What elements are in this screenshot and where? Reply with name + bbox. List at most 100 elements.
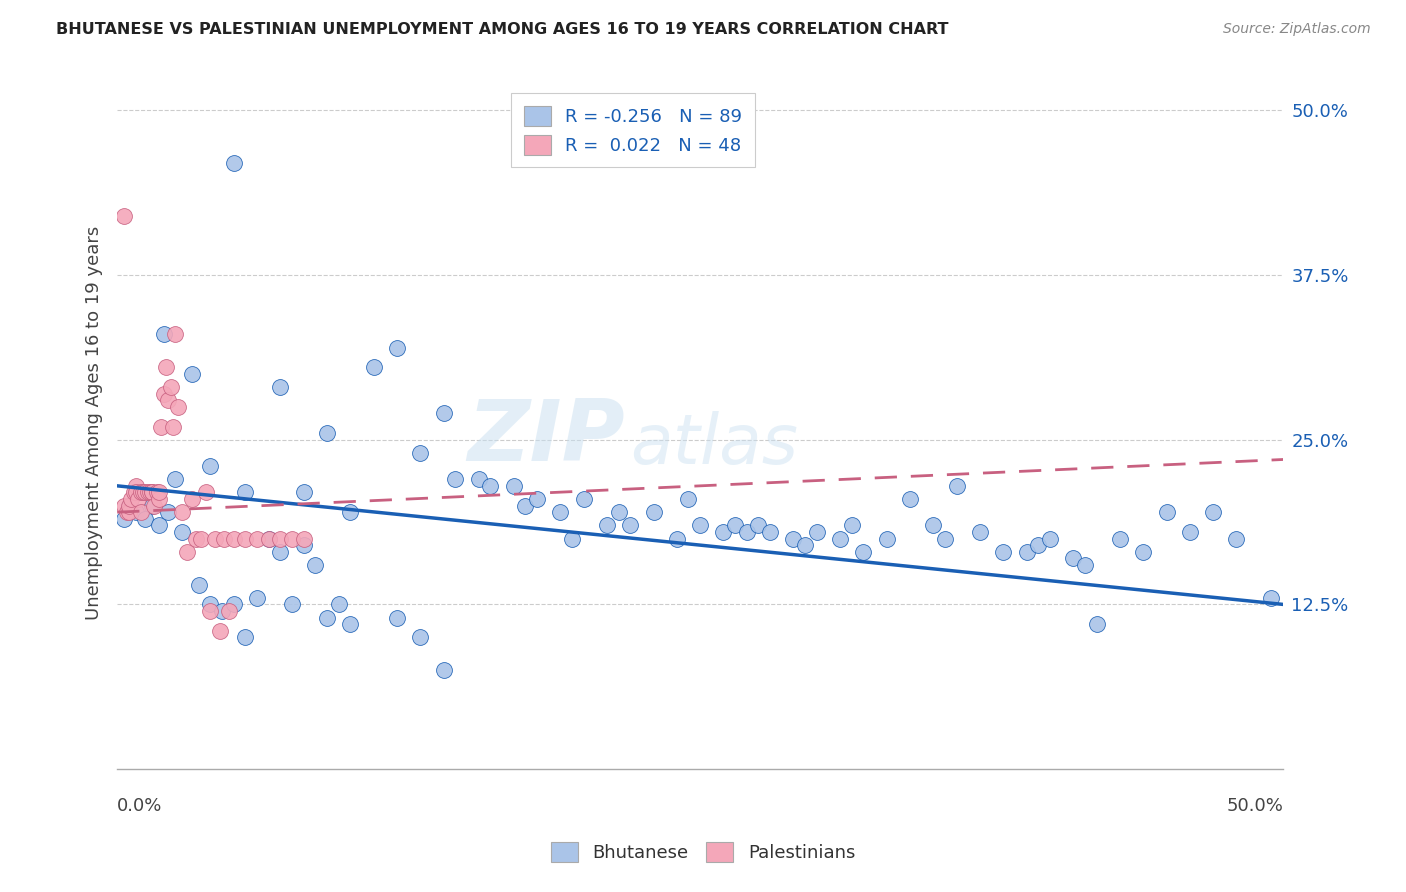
Point — [115, 505, 138, 519]
Point — [159, 380, 181, 394]
Point — [444, 472, 467, 486]
Point — [136, 485, 159, 500]
Point — [200, 604, 222, 618]
Point — [222, 598, 245, 612]
Point — [180, 367, 202, 381]
Point — [747, 518, 769, 533]
Point — [148, 491, 170, 506]
Point — [759, 524, 782, 539]
Point — [148, 485, 170, 500]
Text: ZIP: ZIP — [467, 395, 624, 479]
Point — [222, 532, 245, 546]
Point — [363, 360, 385, 375]
Text: Source: ZipAtlas.com: Source: ZipAtlas.com — [1223, 22, 1371, 37]
Point — [166, 400, 188, 414]
Legend: Bhutanese, Palestinians: Bhutanese, Palestinians — [544, 835, 862, 870]
Point — [125, 485, 148, 500]
Point — [208, 624, 231, 638]
Point — [129, 485, 152, 500]
Point — [607, 505, 630, 519]
Text: BHUTANESE VS PALESTINIAN UNEMPLOYMENT AMONG AGES 16 TO 19 YEARS CORRELATION CHAR: BHUTANESE VS PALESTINIAN UNEMPLOYMENT AM… — [56, 22, 949, 37]
Point — [678, 491, 700, 506]
Y-axis label: Unemployment Among Ages 16 to 19 years: Unemployment Among Ages 16 to 19 years — [86, 227, 103, 621]
Point — [204, 532, 226, 546]
Point — [643, 505, 665, 519]
Point — [969, 524, 991, 539]
Point — [129, 485, 152, 500]
Point — [515, 499, 537, 513]
Point — [257, 532, 280, 546]
Legend: R = -0.256   N = 89, R =  0.022   N = 48: R = -0.256 N = 89, R = 0.022 N = 48 — [510, 94, 755, 168]
Point — [467, 472, 489, 486]
Point — [186, 532, 208, 546]
Point — [409, 631, 432, 645]
Point — [735, 524, 758, 539]
Point — [222, 156, 245, 170]
Point — [876, 532, 898, 546]
Point — [187, 577, 209, 591]
Point — [852, 545, 875, 559]
Point — [211, 604, 233, 618]
Point — [125, 485, 148, 500]
Point — [246, 532, 269, 546]
Point — [922, 518, 945, 533]
Point — [502, 479, 524, 493]
Point — [1015, 545, 1038, 559]
Point — [132, 485, 155, 500]
Text: 50.0%: 50.0% — [1226, 797, 1284, 814]
Point — [328, 598, 350, 612]
Point — [292, 485, 315, 500]
Point — [112, 512, 135, 526]
Point — [934, 532, 956, 546]
Point — [409, 446, 432, 460]
Point — [165, 472, 187, 486]
Point — [1202, 505, 1225, 519]
Point — [433, 406, 456, 420]
Point — [1026, 538, 1049, 552]
Point — [125, 505, 148, 519]
Text: atlas: atlas — [630, 410, 799, 477]
Point — [724, 518, 747, 533]
Point — [235, 532, 257, 546]
Point — [141, 499, 163, 513]
Point — [162, 419, 184, 434]
Point — [619, 518, 641, 533]
Text: 0.0%: 0.0% — [117, 797, 163, 814]
Point — [281, 532, 304, 546]
Point — [134, 485, 156, 500]
Point — [150, 419, 173, 434]
Point — [385, 610, 408, 624]
Point — [125, 479, 148, 493]
Point — [153, 386, 176, 401]
Point — [782, 532, 804, 546]
Point — [1085, 617, 1108, 632]
Point — [1074, 558, 1097, 572]
Point — [665, 532, 688, 546]
Point — [172, 505, 194, 519]
Point — [806, 524, 828, 539]
Point — [235, 631, 257, 645]
Point — [118, 499, 141, 513]
Point — [1260, 591, 1282, 605]
Point — [235, 485, 257, 500]
Point — [157, 393, 180, 408]
Point — [841, 518, 863, 533]
Point — [120, 491, 142, 506]
Point — [433, 663, 456, 677]
Point — [155, 360, 177, 375]
Point — [172, 524, 194, 539]
Point — [1132, 545, 1154, 559]
Point — [526, 491, 548, 506]
Point — [118, 505, 141, 519]
Point — [292, 532, 315, 546]
Point — [257, 532, 280, 546]
Point — [339, 617, 361, 632]
Point — [269, 545, 291, 559]
Point — [269, 380, 291, 394]
Point — [898, 491, 921, 506]
Point — [1109, 532, 1132, 546]
Point — [180, 491, 202, 506]
Point — [1039, 532, 1062, 546]
Point — [572, 491, 595, 506]
Point — [194, 485, 217, 500]
